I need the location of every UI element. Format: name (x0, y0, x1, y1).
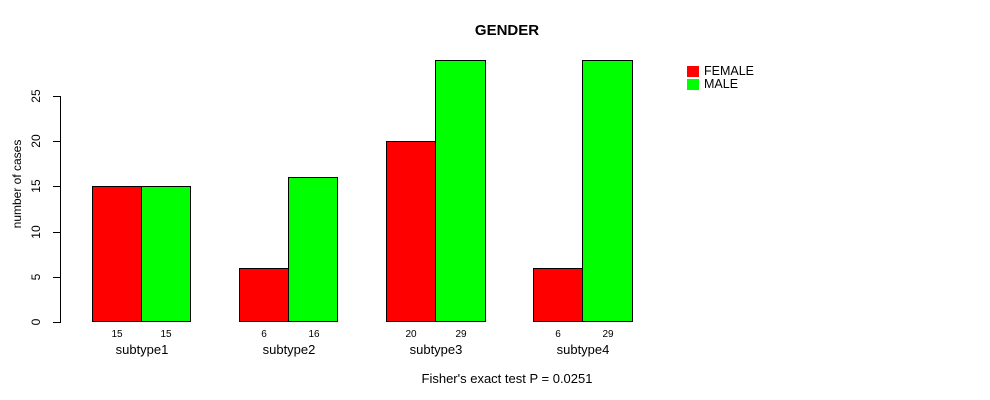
y-tick-label: 20 (29, 134, 43, 148)
chart-title: GENDER (474, 22, 540, 39)
bar-male-subtype1 (141, 186, 191, 322)
category-label-subtype4: subtype4 (556, 342, 610, 357)
bar-male-subtype2 (288, 177, 338, 322)
legend: FEMALE MALE (687, 65, 754, 91)
bar-value-label: 29 (455, 329, 467, 340)
legend-item-female: FEMALE (687, 65, 754, 78)
bar-female-subtype2 (239, 268, 289, 322)
bar-female-subtype3 (386, 141, 436, 322)
y-tick-label: 0 (29, 318, 43, 326)
annotation-text: Fisher's exact test P = 0.0251 (421, 371, 593, 386)
legend-swatch-female (687, 66, 699, 77)
y-tick-label: 25 (29, 89, 43, 103)
bar-value-label: 15 (111, 329, 123, 340)
bar-value-label: 6 (261, 329, 267, 340)
bar-female-subtype1 (92, 186, 142, 322)
bar-male-subtype3 (435, 60, 486, 322)
legend-swatch-male (687, 79, 699, 90)
y-tick (53, 232, 61, 233)
y-tick-label: 10 (29, 225, 43, 239)
y-axis-line (60, 96, 61, 322)
y-tick (53, 96, 61, 97)
bar-value-label: 16 (308, 329, 320, 340)
bar-value-label: 20 (405, 329, 417, 340)
y-tick (53, 186, 61, 187)
bar-value-label: 15 (160, 329, 172, 340)
category-label-subtype3: subtype3 (409, 342, 463, 357)
y-tick (53, 277, 61, 278)
y-tick (53, 141, 61, 142)
bar-female-subtype4 (533, 268, 583, 322)
legend-label: MALE (704, 77, 739, 91)
bar-value-label: 6 (555, 329, 561, 340)
category-label-subtype1: subtype1 (115, 342, 169, 357)
bar-male-subtype4 (582, 60, 633, 322)
bar-value-label: 29 (602, 329, 614, 340)
legend-label: FEMALE (704, 64, 755, 78)
y-tick (53, 322, 61, 323)
y-axis-label: number of cases (10, 139, 24, 229)
y-tick-label: 15 (29, 179, 43, 193)
legend-item-male: MALE (687, 78, 754, 91)
category-label-subtype2: subtype2 (262, 342, 316, 357)
y-tick-label: 5 (29, 273, 43, 281)
